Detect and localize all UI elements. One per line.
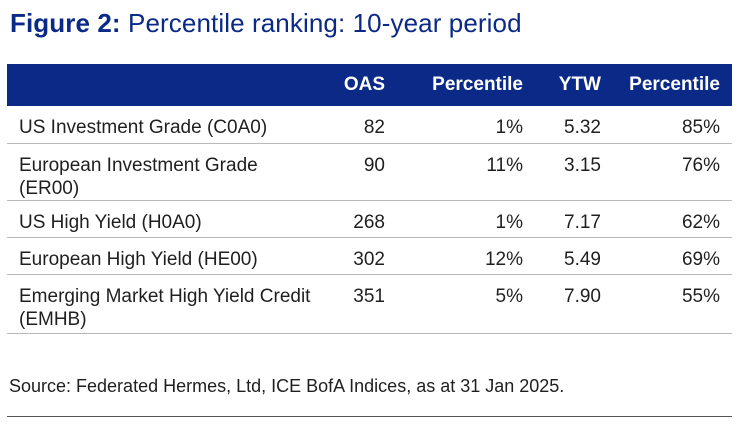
oas-percentile-value: 1% [495,211,523,233]
figure-title: Figure 2: Percentile ranking: 10-year pe… [10,8,522,39]
oas-percentile-value: 12% [484,248,523,270]
ytw-value: 7.17 [564,211,601,233]
oas-value: 90 [363,154,385,176]
ytw-percentile-value: 85% [681,117,720,138]
index-name: Emerging Market High Yield Credit (EMHB) [19,285,311,330]
table-header-row: OAS Percentile YTW Percentile [7,64,732,106]
oas-percentile-value: 5% [495,285,523,307]
ytw-value: 3.15 [564,154,601,176]
ytw-value: 7.90 [564,285,601,307]
oas-percentile-value: 1% [495,117,523,138]
oas-value: 82 [363,117,385,138]
ytw-value: 5.32 [564,117,601,138]
header-ytw-percentile: Percentile [629,74,720,95]
index-name: European Investment Grade (ER00) [19,154,258,199]
ytw-percentile-value: 62% [681,211,720,233]
ytw-percentile-value: 55% [681,285,720,307]
table-row: European High Yield (HE00) 302 12% 5.49 … [7,237,732,274]
header-index [7,64,329,106]
figure-title-text: Percentile ranking: 10-year period [128,8,522,38]
source-note: Source: Federated Hermes, Ltd, ICE BofA … [9,376,565,396]
table-row: European Investment Grade (ER00) 90 11% … [7,143,732,200]
table-row: US High Yield (H0A0) 268 1% 7.17 62% [7,200,732,237]
header-oas: OAS [343,74,385,95]
ytw-percentile-value: 76% [681,154,720,176]
table-row: US Investment Grade (C0A0) 82 1% 5.32 85… [7,106,732,143]
figure-label: Figure 2: [10,8,121,38]
header-ytw: YTW [558,74,601,95]
header-oas-percentile: Percentile [432,74,523,95]
table-row: Emerging Market High Yield Credit (EMHB)… [7,274,732,333]
ytw-value: 5.49 [564,248,601,270]
oas-value: 268 [353,211,385,233]
index-name: US Investment Grade (C0A0) [19,117,268,138]
index-name: European High Yield (HE00) [19,248,258,270]
oas-percentile-value: 11% [486,154,523,176]
percentile-table: OAS Percentile YTW Percentile US Investm… [7,64,732,334]
index-name: US High Yield (H0A0) [19,211,202,233]
bottom-divider [7,416,732,417]
oas-value: 302 [353,248,385,270]
oas-value: 351 [353,285,385,307]
ytw-percentile-value: 69% [681,248,720,270]
